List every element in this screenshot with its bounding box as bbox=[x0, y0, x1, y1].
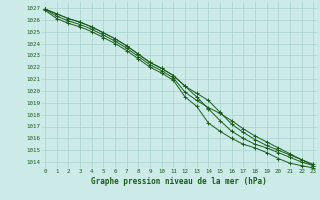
X-axis label: Graphe pression niveau de la mer (hPa): Graphe pression niveau de la mer (hPa) bbox=[91, 177, 267, 186]
